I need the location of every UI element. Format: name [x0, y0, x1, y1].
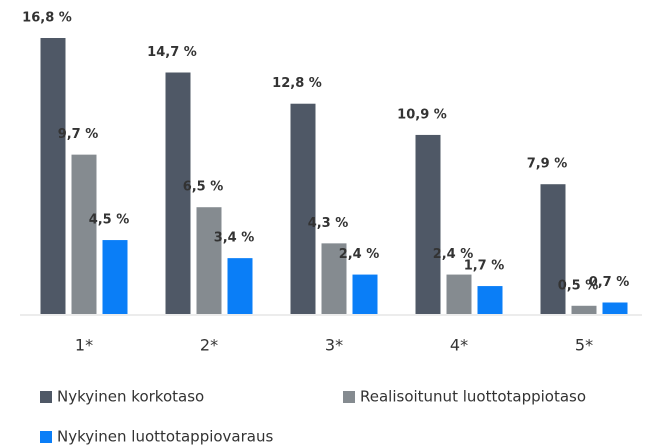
bar	[602, 302, 628, 314]
bar	[165, 72, 191, 314]
x-tick-label: 2*	[200, 336, 218, 355]
legend-swatch	[343, 391, 355, 403]
bar	[40, 38, 66, 314]
bar	[352, 274, 378, 314]
bar	[227, 258, 253, 314]
legend-label: Nykyinen korkotaso	[57, 388, 204, 406]
x-tick-label: 4*	[450, 336, 468, 355]
bar	[540, 184, 566, 314]
data-label: 2,4 %	[433, 247, 474, 262]
legend-label: Realisoitunut luottotappiotaso	[360, 388, 586, 406]
bar	[321, 243, 347, 314]
bar	[571, 305, 597, 314]
data-label: 3,4 %	[214, 231, 255, 246]
bar	[71, 154, 97, 314]
data-label: 4,5 %	[89, 213, 130, 228]
data-label: 0,5 %	[558, 278, 599, 293]
data-label: 10,9 %	[397, 107, 447, 122]
legend-label: Nykyinen luottotappiovaraus	[57, 428, 273, 446]
x-tick-label: 3*	[325, 336, 343, 355]
bar	[477, 286, 503, 314]
bar	[446, 274, 472, 314]
data-label: 12,8 %	[272, 76, 322, 91]
bar	[196, 207, 222, 314]
data-label: 9,7 %	[58, 127, 99, 142]
data-label: 4,3 %	[308, 216, 349, 231]
data-label: 7,9 %	[527, 157, 568, 172]
x-tick-label: 1*	[75, 336, 93, 355]
bar	[102, 240, 128, 314]
data-label: 6,5 %	[183, 180, 224, 195]
bar	[415, 134, 441, 314]
data-label: 14,7 %	[147, 45, 197, 60]
data-label: 2,4 %	[339, 247, 380, 262]
legend-swatch	[40, 391, 52, 403]
bar	[290, 103, 316, 314]
data-label: 16,8 %	[22, 11, 72, 26]
data-label: 0,7 %	[589, 275, 630, 290]
legend-swatch	[40, 431, 52, 443]
data-label: 1,7 %	[464, 259, 505, 274]
x-tick-label: 5*	[575, 336, 593, 355]
